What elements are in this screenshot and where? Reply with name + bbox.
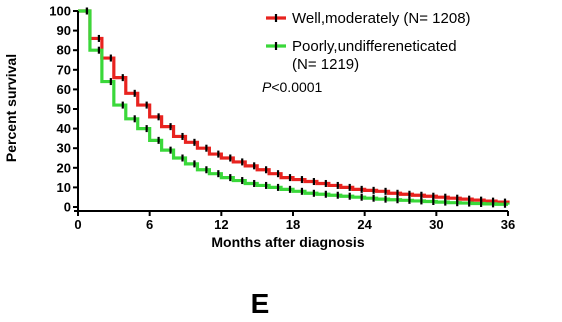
y-tick-label: 10 [57, 180, 71, 195]
legend-entry-1: Well,moderately (N= 1208) [266, 10, 471, 27]
x-tick-label: 0 [74, 217, 81, 232]
y-tick-label: 90 [57, 23, 71, 38]
legend-label: (N= 1219) [292, 56, 359, 73]
x-tick-label: 6 [146, 217, 153, 232]
y-tick-label: 80 [57, 43, 71, 58]
y-tick-label: 40 [57, 121, 71, 136]
x-tick-label: 36 [501, 217, 515, 232]
axes: 0 10 20 30 40 50 60 70 80 90 100 0 6 12 18 24 30 36 [49, 4, 515, 233]
y-tick-label: 0 [64, 200, 71, 215]
legend: Well,moderately (N= 1208) Poorly,undiffer… [266, 10, 471, 73]
panel-label: E [251, 288, 270, 319]
x-axis-title: Months after diagnosis [211, 234, 364, 250]
y-tick-label: 50 [57, 102, 71, 117]
legend-label: Poorly,undiffereneticated [292, 38, 457, 55]
x-tick-label: 18 [286, 217, 300, 232]
legend-label: Well,moderately (N= 1208) [292, 10, 471, 27]
plot-area [78, 7, 510, 208]
y-tick-label: 60 [57, 82, 71, 97]
y-tick-label: 70 [57, 62, 71, 77]
y-axis-title: Percent survival [3, 54, 19, 162]
y-tick-label: 20 [57, 160, 71, 175]
p-value-annotation: P<0.0001 [262, 79, 323, 95]
y-tick-label: 30 [57, 141, 71, 156]
x-tick-label: 12 [214, 217, 228, 232]
x-tick-label: 24 [357, 217, 372, 232]
series-line-2 [78, 9, 510, 206]
series-line-1 [78, 9, 510, 204]
legend-entry-2: Poorly,undiffereneticated(N= 1219) [266, 38, 457, 73]
p-value-symbol: P [262, 79, 272, 95]
p-value-text: <0.0001 [271, 79, 322, 95]
x-tick-label: 30 [429, 217, 443, 232]
y-tick-label: 100 [49, 4, 71, 19]
